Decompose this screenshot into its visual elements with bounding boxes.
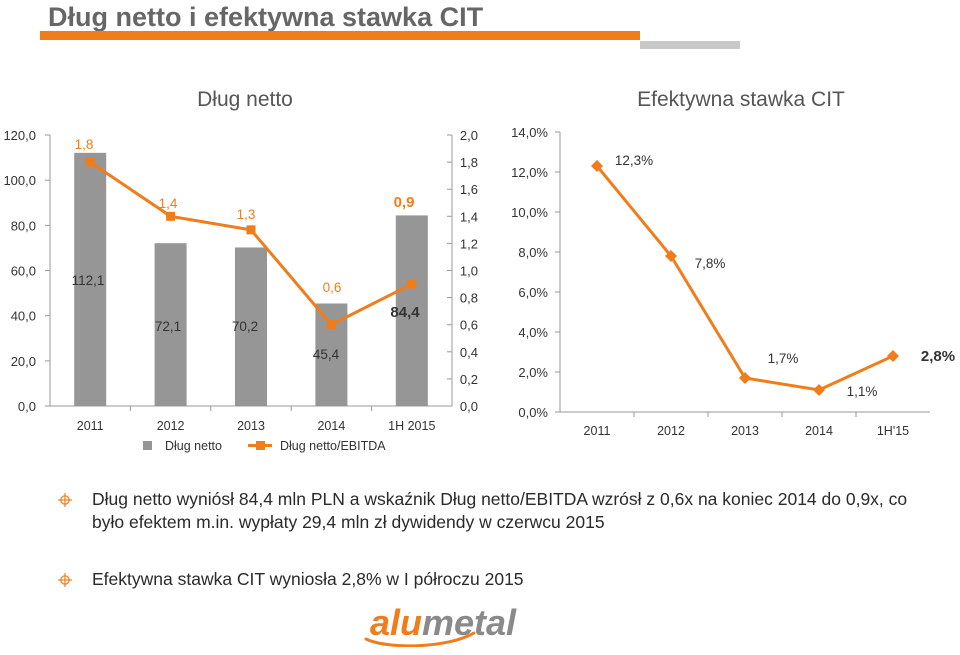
x-tick-label: 2013 bbox=[237, 419, 265, 433]
alumetal-logo: alumetal bbox=[364, 603, 517, 647]
ebitda-data-label: 1,3 bbox=[237, 207, 256, 222]
y-left-tick-label: 40,0 bbox=[11, 309, 36, 324]
y-tick-label: 14,0% bbox=[511, 125, 548, 140]
bar-data-label: 72,1 bbox=[155, 319, 181, 334]
ebitda-data-label: 0,6 bbox=[323, 280, 342, 295]
chart-title: Dług netto bbox=[197, 88, 293, 111]
cit-point-1h15 bbox=[887, 350, 899, 362]
bullet-text: Dług netto wyniósł 84,4 mln PLN a wskaźn… bbox=[92, 489, 908, 532]
crosshair-bullet-icon bbox=[58, 573, 72, 587]
cit-data-label: 7,8% bbox=[695, 256, 726, 271]
y-right-tick-label: 1,6 bbox=[460, 182, 478, 197]
y-tick-label: 10,0% bbox=[511, 205, 548, 220]
cit-point-2011 bbox=[591, 160, 603, 172]
y-left-tick-label: 0,0 bbox=[18, 399, 36, 414]
bar-data-label: 84,4 bbox=[390, 304, 420, 321]
y-right-tick-label: 0,8 bbox=[460, 291, 478, 306]
bar-2012 bbox=[154, 243, 187, 406]
y-tick-label: 6,0% bbox=[518, 285, 548, 300]
y-tick-label: 8,0% bbox=[518, 245, 548, 260]
legend-swatch-bar bbox=[143, 441, 152, 450]
y-tick-label: 4,0% bbox=[518, 325, 548, 340]
y-right-tick-label: 1,8 bbox=[460, 155, 478, 170]
y-right-tick-label: 0,4 bbox=[460, 345, 478, 360]
ebitda-point-2012 bbox=[166, 211, 176, 221]
x-tick-label: 2011 bbox=[77, 419, 104, 433]
title-underline-gray bbox=[640, 41, 740, 49]
cit-point-2014 bbox=[813, 384, 825, 396]
logo-text: alumetal bbox=[370, 603, 517, 643]
y-right-tick-label: 0,6 bbox=[460, 318, 478, 333]
ebitda-data-label: 1,8 bbox=[75, 137, 94, 152]
y-left-tick-label: 100,0 bbox=[3, 173, 36, 188]
y-tick-label: 0,0% bbox=[518, 405, 548, 420]
x-tick-label: 2014 bbox=[317, 419, 345, 433]
x-tick-label: 2012 bbox=[657, 424, 685, 438]
x-tick-label: 2011 bbox=[584, 424, 611, 438]
cit-line bbox=[595, 165, 894, 392]
y-right-tick-label: 1,4 bbox=[460, 209, 478, 224]
y-left-tick-label: 120,0 bbox=[3, 128, 36, 143]
y-left-tick-label: 60,0 bbox=[11, 264, 36, 279]
bullet-text: Efektywna stawka CIT wyniosła 2,8% w I p… bbox=[92, 569, 524, 589]
y-tick-label: 2,0% bbox=[518, 365, 548, 380]
cit-data-label: 12,3% bbox=[615, 153, 653, 168]
ebitda-point-1h-2015 bbox=[407, 279, 417, 289]
bar-data-label: 45,4 bbox=[313, 347, 340, 362]
net-debt-chart: Dług netto 0,0 20,0 40,0 60,0 80,0 100,0 120,0 0… bbox=[3, 88, 478, 453]
ebitda-data-label: 0,9 bbox=[394, 194, 415, 211]
x-tick-label: 1H'15 bbox=[877, 424, 909, 438]
y-left-tick-label: 20,0 bbox=[11, 354, 36, 369]
y-right-tick-label: 1,0 bbox=[460, 264, 478, 279]
bar-data-label: 70,2 bbox=[232, 319, 258, 334]
y-right-tick-label: 0,2 bbox=[460, 372, 478, 387]
page-title: Dług netto i efektywna stawka CIT bbox=[48, 2, 484, 32]
bar-2011 bbox=[74, 152, 107, 406]
y-right-tick-label: 2,0 bbox=[460, 128, 478, 143]
legend-label-bar: Dług netto bbox=[165, 439, 222, 453]
bar-2013 bbox=[235, 247, 267, 406]
bar-1h-2015 bbox=[395, 215, 428, 406]
charts-area: Dług netto 0,0 20,0 40,0 60,0 80,0 100,0 120,0 0… bbox=[3, 88, 955, 453]
y-right-tick-label: 0,0 bbox=[460, 399, 478, 414]
crosshair-bullet-icon bbox=[58, 493, 72, 507]
cit-rate-chart: Efektywna stawka CIT 0,0% 2,0% 4,0% 6,0% 8,0%… bbox=[511, 88, 955, 438]
ebitda-point-2014 bbox=[326, 320, 336, 330]
ebitda-point-2013 bbox=[246, 225, 256, 235]
x-tick-label: 2014 bbox=[805, 424, 833, 438]
x-tick-label: 2012 bbox=[157, 419, 185, 433]
cit-data-label: 1,7% bbox=[768, 351, 799, 366]
x-tick-label: 1H 2015 bbox=[388, 419, 435, 433]
bar-data-label: 112,1 bbox=[72, 273, 105, 288]
ebitda-point-2011 bbox=[85, 157, 95, 167]
y-tick-label: 12,0% bbox=[511, 165, 548, 180]
cit-data-label: 1,1% bbox=[847, 384, 878, 399]
title-underline-orange bbox=[40, 31, 640, 40]
legend-label-line: Dług netto/EBITDA bbox=[280, 439, 386, 453]
x-tick-label: 2013 bbox=[731, 424, 759, 438]
ebitda-data-label: 1,4 bbox=[159, 196, 178, 211]
y-left-tick-label: 80,0 bbox=[11, 218, 36, 233]
cit-point-2013 bbox=[739, 372, 751, 384]
cit-data-label: 2,8% bbox=[921, 348, 955, 365]
legend-swatch-marker bbox=[256, 441, 265, 450]
y-right-tick-label: 1,2 bbox=[460, 236, 478, 251]
cit-point-2012 bbox=[665, 250, 677, 262]
chart-title: Efektywna stawka CIT bbox=[637, 88, 845, 111]
